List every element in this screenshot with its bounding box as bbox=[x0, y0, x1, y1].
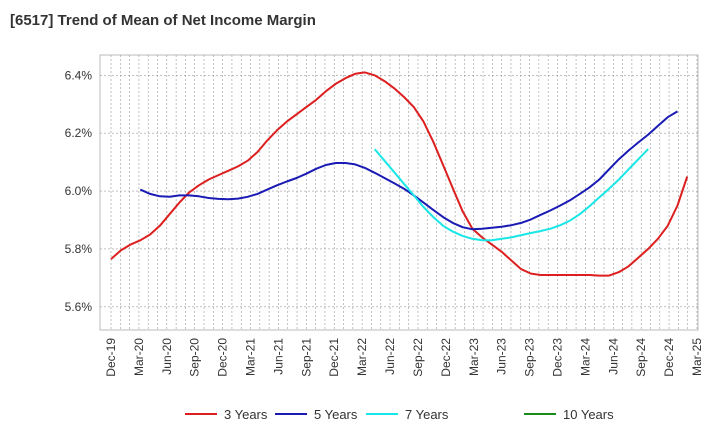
y-axis-labels: 5.6% 5.8% 6.0% 6.2% 6.4% bbox=[65, 68, 93, 314]
x-tick-label: Jun-24 bbox=[606, 338, 620, 375]
x-tick-label: Sep-23 bbox=[523, 338, 537, 377]
x-tick-label: Sep-20 bbox=[188, 338, 202, 377]
x-tick-label: Dec-19 bbox=[104, 338, 118, 377]
legend-label: 10 Years bbox=[563, 407, 614, 422]
x-tick-label: Dec-22 bbox=[439, 338, 453, 377]
x-tick-label: Jun-20 bbox=[160, 338, 174, 375]
x-axis-labels: Dec-19 Mar-20 Jun-20 Sep-20 Dec-20 Mar-21 Jun-… bbox=[104, 338, 704, 377]
plot-frame bbox=[99, 54, 699, 331]
x-tick-label: Dec-23 bbox=[550, 338, 564, 377]
x-tick-label: Dec-21 bbox=[327, 338, 341, 377]
series-line bbox=[139, 110, 679, 231]
y-tick-label: 5.8% bbox=[65, 242, 93, 256]
x-tick-label: Mar-25 bbox=[690, 338, 704, 376]
x-tick-label: Jun-22 bbox=[383, 338, 397, 375]
x-tick-label: Mar-23 bbox=[467, 338, 481, 376]
vertical-grid bbox=[110, 55, 698, 330]
chart-title: [6517] Trend of Mean of Net Income Margi… bbox=[10, 12, 316, 29]
x-tick-label: Mar-24 bbox=[578, 338, 592, 376]
series-line bbox=[373, 148, 649, 242]
x-tick-label: Mar-21 bbox=[244, 338, 258, 376]
y-tick-label: 6.0% bbox=[65, 184, 93, 198]
x-tick-label: Mar-22 bbox=[355, 338, 369, 376]
legend-label: 7 Years bbox=[405, 407, 449, 422]
y-tick-label: 6.4% bbox=[65, 68, 93, 82]
series-line bbox=[110, 71, 689, 277]
x-tick-label: Sep-21 bbox=[299, 338, 313, 377]
legend-label: 3 Years bbox=[224, 407, 268, 422]
x-tick-label: Sep-22 bbox=[411, 338, 425, 377]
x-tick-label: Jun-21 bbox=[271, 338, 285, 375]
y-tick-label: 6.2% bbox=[65, 126, 93, 140]
y-tick-label: 5.6% bbox=[65, 300, 93, 314]
x-tick-label: Mar-20 bbox=[132, 338, 146, 376]
x-tick-label: Sep-24 bbox=[634, 338, 648, 377]
legend: 3 Years 5 Years 7 Years 10 Years bbox=[185, 407, 614, 422]
series-lines bbox=[110, 71, 689, 277]
legend-label: 5 Years bbox=[314, 407, 358, 422]
x-tick-label: Dec-24 bbox=[662, 338, 676, 377]
x-tick-label: Jun-23 bbox=[495, 338, 509, 375]
x-tick-label: Dec-20 bbox=[216, 338, 230, 377]
